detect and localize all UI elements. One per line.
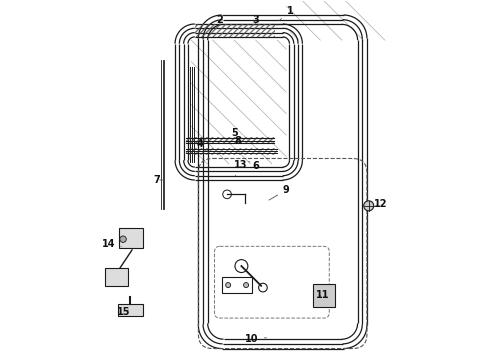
Text: 5: 5 <box>231 128 238 140</box>
Bar <box>195 24 275 37</box>
Text: 14: 14 <box>102 239 122 249</box>
Bar <box>120 228 143 248</box>
Text: 7: 7 <box>154 175 163 185</box>
Text: 11: 11 <box>317 290 330 300</box>
Bar <box>221 277 252 293</box>
Text: 1: 1 <box>279 6 293 21</box>
Text: 6: 6 <box>248 161 259 171</box>
Bar <box>313 284 335 307</box>
Circle shape <box>120 236 126 242</box>
Text: 4: 4 <box>197 139 207 150</box>
Text: 3: 3 <box>252 15 259 26</box>
Circle shape <box>244 283 248 288</box>
Text: 10: 10 <box>245 333 267 343</box>
Text: 9: 9 <box>269 185 290 200</box>
Bar <box>186 136 274 144</box>
Circle shape <box>364 201 374 211</box>
Text: 2: 2 <box>217 15 223 26</box>
Bar <box>105 268 128 286</box>
Text: 8: 8 <box>229 136 241 149</box>
Text: 12: 12 <box>374 199 387 210</box>
Circle shape <box>225 283 231 288</box>
Bar <box>186 148 277 154</box>
Bar <box>118 304 143 316</box>
Text: 15: 15 <box>117 307 130 317</box>
Text: 13: 13 <box>234 160 247 176</box>
